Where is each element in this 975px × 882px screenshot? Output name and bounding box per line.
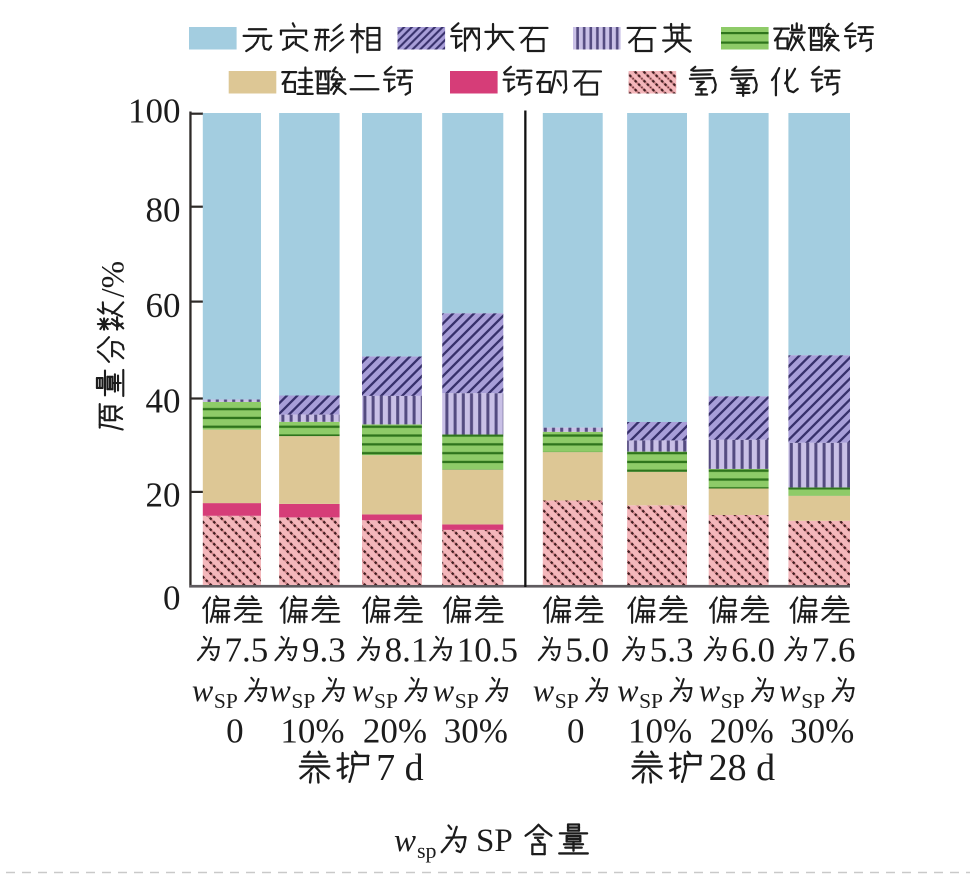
- svg-text:40: 40: [146, 382, 181, 421]
- svg-text:60: 60: [146, 286, 181, 325]
- svg-text:SP: SP: [374, 689, 398, 713]
- svg-text:30%: 30%: [444, 712, 508, 751]
- svg-text:w: w: [352, 672, 374, 708]
- svg-text:w: w: [269, 672, 291, 708]
- svg-text:/%: /%: [96, 261, 132, 298]
- svg-text:80: 80: [146, 191, 181, 230]
- svg-text:10%: 10%: [280, 712, 344, 751]
- svg-text:5.3: 5.3: [650, 631, 694, 670]
- svg-text:SP: SP: [455, 689, 479, 713]
- svg-text:SP: SP: [639, 689, 663, 713]
- svg-text:w: w: [533, 672, 555, 708]
- svg-text:0: 0: [567, 712, 585, 751]
- svg-text:7.6: 7.6: [812, 631, 856, 670]
- svg-text:0: 0: [226, 712, 244, 751]
- svg-text:6.0: 6.0: [731, 631, 775, 670]
- svg-text:30%: 30%: [790, 712, 854, 751]
- svg-text:28 d: 28 d: [709, 747, 776, 789]
- svg-text:SP: SP: [291, 689, 315, 713]
- svg-text:w: w: [699, 672, 721, 708]
- svg-text:7.5: 7.5: [225, 631, 269, 670]
- svg-text:20: 20: [146, 476, 181, 515]
- svg-text:SP: SP: [555, 689, 579, 713]
- svg-text:20%: 20%: [710, 712, 774, 751]
- svg-text:w: w: [192, 672, 214, 708]
- svg-text:5.0: 5.0: [565, 631, 609, 670]
- svg-text:9.3: 9.3: [302, 631, 346, 670]
- svg-text:10.5: 10.5: [457, 631, 518, 670]
- svg-text:w: w: [394, 823, 416, 859]
- svg-text:SP: SP: [721, 689, 745, 713]
- svg-text:SP: SP: [476, 823, 513, 859]
- svg-text:8.1: 8.1: [385, 631, 429, 670]
- svg-text:SP: SP: [214, 689, 238, 713]
- svg-text:10%: 10%: [628, 712, 692, 751]
- svg-text:7 d: 7 d: [376, 747, 424, 789]
- svg-text:w: w: [433, 672, 455, 708]
- svg-text:SP: SP: [801, 689, 825, 713]
- svg-text:20%: 20%: [363, 712, 427, 751]
- svg-text:100: 100: [128, 92, 181, 131]
- svg-text:sp: sp: [417, 838, 437, 863]
- svg-text:w: w: [617, 672, 639, 708]
- svg-text:w: w: [779, 672, 801, 708]
- svg-text:0: 0: [163, 579, 181, 618]
